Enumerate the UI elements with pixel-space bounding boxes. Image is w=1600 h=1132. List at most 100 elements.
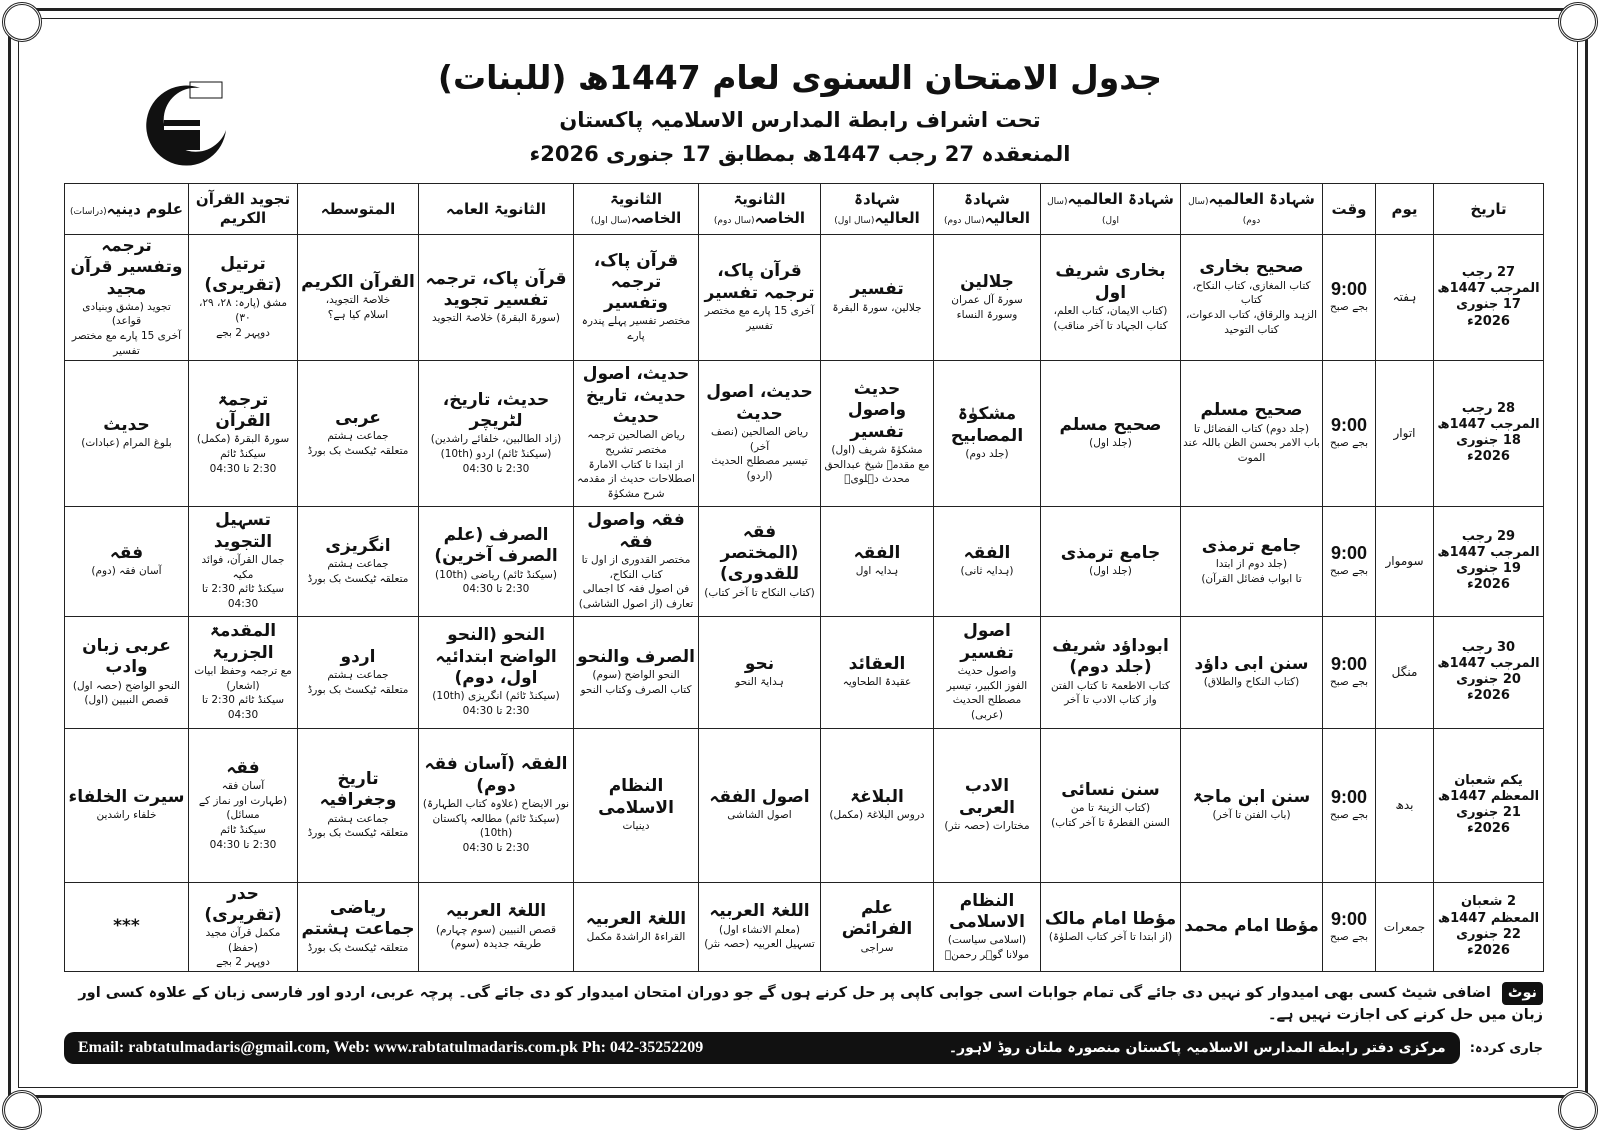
time-value: 9:00 bbox=[1330, 415, 1368, 436]
time-label: بجے صبح bbox=[1329, 809, 1369, 822]
subject-detail: ریاض الصالحین (نصف آخر) bbox=[710, 425, 809, 453]
day-cell: جمعرات bbox=[1375, 881, 1434, 973]
subject-title: بخاری شریف اول bbox=[1055, 261, 1166, 303]
footer-contact: Email: rabtatulmadaris@gmail.com, Web: w… bbox=[78, 1039, 704, 1057]
subject-title: حدیث bbox=[103, 415, 150, 436]
subject-title: نحو bbox=[744, 654, 775, 675]
time-label: بجے صبح bbox=[1329, 437, 1369, 450]
subject-cell: تاریخ وجغرافیہ جماعت ہشتم متعلقہ ٹیکسٹ بک … bbox=[297, 727, 419, 883]
date-line: 29 رجب المرجب 1447ھ bbox=[1437, 528, 1540, 560]
date-line: یکم شعبان المعظم 1447ھ bbox=[1437, 772, 1540, 804]
subject-detail: آسان فقہ bbox=[221, 779, 265, 792]
subject-title: سنن ابن ماجۃ bbox=[1192, 787, 1311, 808]
column-header: الثانویۃ الخاصہ(سال اول) bbox=[573, 183, 699, 235]
subject-detail: ریاض الصالحین ترجمہ مختصر تشریح bbox=[587, 429, 685, 456]
subject-detail: جماعت ہشتم bbox=[327, 668, 389, 681]
subject-detail: اصطلاحات حدیث از مقدمہ شرح مشکوٰۃ bbox=[577, 473, 695, 500]
subject-cell: انگریزی جماعت ہشتم متعلقہ ٹیکسٹ بک بورڈ bbox=[297, 505, 419, 617]
subject-cell: اصول الفقہ اصول الشاشی bbox=[698, 727, 821, 883]
subject-cell: جامع ترمذی (جلد اول) bbox=[1040, 505, 1181, 617]
time-cell: 9:00 بجے صبح bbox=[1322, 881, 1376, 973]
subject-detail: (جلد دوم از ابتدا bbox=[1215, 557, 1288, 570]
subject-title: حدیث، تاریخ، لٹریچر bbox=[442, 389, 550, 431]
content-area: تاریخ یوم وقت شہادۃ العالمیہ(سال دوم) شہادۃ … bbox=[64, 183, 1544, 1065]
day-cell: منگل bbox=[1375, 615, 1434, 729]
subject-detail: 2:30 تا 04:30 bbox=[462, 583, 530, 596]
column-header-label: الثانویۃ العامہ bbox=[445, 199, 547, 218]
decorative-border-inner bbox=[18, 18, 1578, 1088]
column-header-label: الثانویۃ الخاصہ bbox=[610, 190, 682, 227]
subject-title: جامع ترمذی bbox=[1201, 535, 1302, 556]
subject-detail: متعلقہ ٹیکسٹ بک بورڈ bbox=[307, 444, 409, 457]
subject-title: جامع ترمذی bbox=[1060, 543, 1161, 564]
subject-cell: *** bbox=[64, 881, 189, 973]
subject-title: الادب العربی bbox=[959, 776, 1015, 818]
subject-title: ترتیل (تقریری) bbox=[204, 253, 282, 296]
subject-detail: جماعت ہشتم bbox=[327, 429, 389, 442]
column-header-note: (سال اول) bbox=[1047, 197, 1119, 226]
subject-cell: حدیث، تاریخ، لٹریچر (زاد الطالبین، خلفائے… bbox=[418, 359, 574, 507]
subject-detail: تا ابواب فضائل القرآن) bbox=[1201, 572, 1302, 585]
subject-title: فقہ bbox=[226, 757, 260, 778]
day-cell: ہفتہ bbox=[1375, 234, 1434, 361]
date-line: 2 شعبان المعظم 1447ھ bbox=[1437, 894, 1540, 926]
column-header: شہادۃ العالمیہ(سال اول) bbox=[1040, 183, 1181, 235]
subject-detail: 2:30 تا 04:30 bbox=[462, 841, 530, 854]
date-line: 27 رجب المرجب 1447ھ bbox=[1437, 264, 1540, 296]
subject-detail: مختصر القدوری از اول تا کتاب النکاح، bbox=[581, 553, 691, 581]
subject-cell: قرآن پاک، ترجمہ تفسیر تجوید (سورۃ البقرۃ)… bbox=[418, 234, 574, 361]
subject-detail: تیسیر مصطلح الحدیث (اردو) bbox=[711, 455, 808, 482]
subject-detail: خلاصۃ التجوید، bbox=[325, 294, 391, 307]
subject-cell: اللغۃ العربیہ (معلم الانشاء اول) تسہیل الع… bbox=[698, 881, 821, 973]
subject-detail: (سیکنڈ ٹائم) اردو (10th) bbox=[440, 447, 552, 460]
subject-cell: الفقہ (ہدایہ ثانی) bbox=[933, 505, 1041, 617]
subject-detail: آسان فقہ (دوم) bbox=[91, 565, 162, 578]
subject-detail: سیکنڈ ٹائم 2:30 تا 04:30 bbox=[201, 694, 285, 721]
subject-detail: (جلد دوم) bbox=[965, 447, 1009, 460]
subject-title: سیرت الخلفاء bbox=[68, 787, 185, 808]
subject-detail: مشکوٰۃ شریف (اول) bbox=[831, 443, 923, 456]
subject-title: حدیث، اصول حدیث bbox=[706, 382, 813, 424]
subject-detail: (اسلامی سیاست) مولانا گوہر رحمنؒ bbox=[944, 934, 1030, 962]
time-cell: 9:00 بجے صبح bbox=[1322, 615, 1376, 729]
column-header: تاریخ bbox=[1433, 183, 1544, 235]
subject-title: سنن نسائی bbox=[1061, 779, 1160, 800]
time-label: بجے صبح bbox=[1329, 565, 1369, 578]
column-header-label: تجوید القرآن الکریم bbox=[195, 190, 291, 227]
subject-title: انگریزی bbox=[325, 535, 391, 556]
subject-detail: واز کتاب الادب تا آخر bbox=[1064, 694, 1157, 707]
footer-address: مرکزی دفتر رابطة المدارس الاسلامیہ پاکست… bbox=[948, 1040, 1446, 1057]
subject-title: صحیح مسلم bbox=[1059, 415, 1162, 436]
subject-title: النظام الاسلامی bbox=[598, 776, 674, 818]
subject-detail: فن اصول فقہ کا اجمالی تعارف (از اصول الش… bbox=[578, 583, 694, 610]
subject-detail: اسلام کیا ہے؟ bbox=[327, 308, 389, 321]
table-row: 27 رجب المرجب 1447ھ 17 جنوری 2026ء ہفتہ 9:0… bbox=[64, 234, 1544, 361]
subject-detail: سراجی bbox=[860, 941, 894, 954]
subject-title: ترجمہ وتفسیر قرآن مجید bbox=[70, 236, 183, 299]
column-header-label: المتوسطہ bbox=[320, 199, 396, 218]
subject-cell: ترجمۃ القرآن سورۃ البقرۃ (مکمل) سیکنڈ ٹائم… bbox=[188, 359, 298, 507]
subject-cell: جلالین سورۃ آل عمران وسورۃ النساء bbox=[933, 234, 1041, 361]
subject-title: قرآن پاک، ترجمہ وتفسیر bbox=[593, 250, 679, 314]
subject-cell: فقہ (المختصر للقدوری) (کتاب النکاح تا آخر… bbox=[698, 505, 821, 617]
subject-title: الصرف (علم الصرف آخرین) bbox=[434, 525, 558, 567]
time-label: بجے صبح bbox=[1329, 301, 1369, 314]
subject-title: اللغۃ العربیہ bbox=[585, 908, 687, 929]
subject-title: النظام الاسلامی bbox=[949, 890, 1025, 933]
subject-title: الفقہ bbox=[963, 543, 1011, 564]
subject-detail: تسہیل العربیہ (حصہ نثر) bbox=[704, 938, 815, 951]
subject-detail: القراءۃ الراشدۃ مکمل bbox=[586, 931, 686, 944]
page-subtitle: تحت اشراف رابطة المدارس الاسلامیہ پاکستا… bbox=[559, 108, 1041, 132]
subject-cell: بخاری شریف اول (کتاب الایمان، کتاب العلم،… bbox=[1040, 234, 1181, 361]
column-header-label: شہادۃ العالیہ bbox=[964, 190, 1031, 227]
column-header-label: شہادۃ العالمیہ bbox=[1067, 190, 1174, 209]
subject-cell: حدیث، اصول حدیث ریاض الصالحین (نصف آخر) تی… bbox=[698, 359, 821, 507]
subject-detail: (ہدایہ ثانی) bbox=[960, 565, 1014, 578]
subject-title: فقہ (المختصر للقدوری) bbox=[719, 521, 800, 585]
subject-detail: (جلد اول) bbox=[1089, 565, 1132, 578]
subject-detail: آخری 15 پارے مع مختصر تفسیر bbox=[704, 304, 815, 332]
subject-cell: النظام الاسلامی (اسلامی سیاست) مولانا گوہ… bbox=[933, 881, 1041, 973]
subject-title: العقائد bbox=[848, 654, 906, 675]
date-cell: 29 رجب المرجب 1447ھ 19 جنوری 2026ء bbox=[1433, 505, 1544, 617]
subject-cell: القرآن الکریم خلاصۃ التجوید، اسلام کیا ہے؟ bbox=[297, 234, 419, 361]
